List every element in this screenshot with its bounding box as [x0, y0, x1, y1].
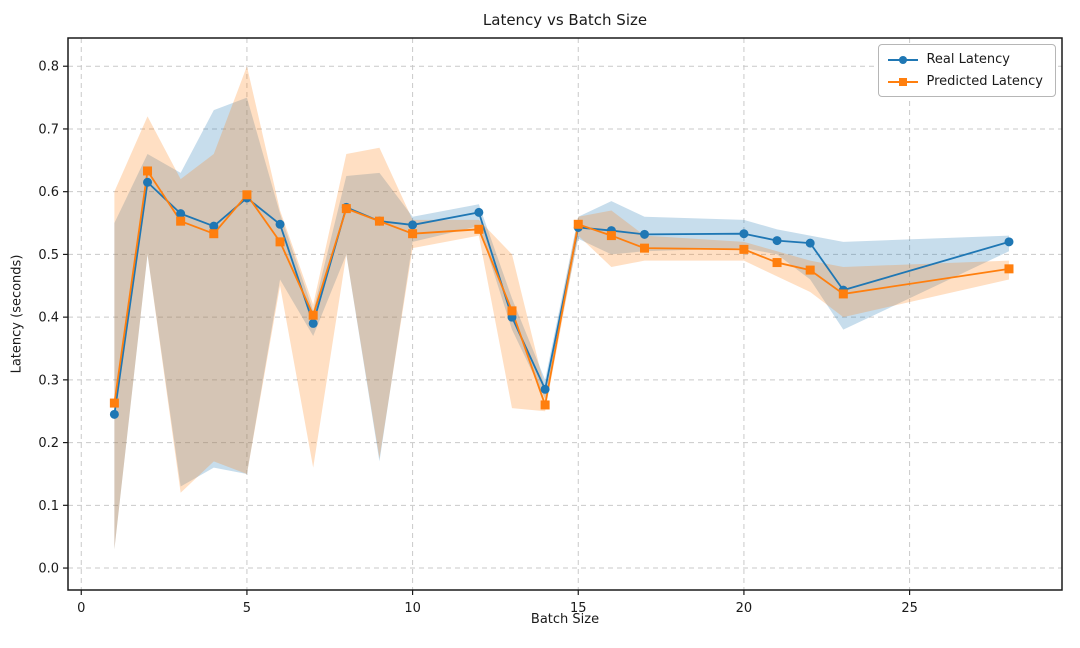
- svg-text:20: 20: [736, 601, 753, 616]
- chart-title: Latency vs Batch Size: [482, 11, 648, 29]
- svg-text:0.7: 0.7: [38, 122, 59, 137]
- svg-text:0.0: 0.0: [38, 562, 59, 577]
- svg-text:15: 15: [570, 601, 587, 616]
- svg-text:0.5: 0.5: [38, 248, 59, 263]
- svg-text:0.1: 0.1: [38, 499, 59, 514]
- legend-label-predicted: Predicted Latency: [926, 74, 1043, 89]
- x-axis-label: Batch Size: [530, 612, 600, 627]
- svg-text:0.6: 0.6: [38, 185, 59, 200]
- plot-border: [67, 37, 1063, 591]
- svg-text:0.8: 0.8: [38, 60, 59, 75]
- x-ticks: [80, 590, 911, 595]
- grid-lines: [68, 38, 1062, 590]
- legend-item-predicted: Predicted Latency: [888, 74, 1043, 89]
- confidence-band: [114, 97, 1009, 550]
- legend-item-real: Real Latency: [888, 52, 1043, 67]
- svg-text:0.3: 0.3: [38, 373, 59, 388]
- svg-text:0.2: 0.2: [38, 436, 59, 451]
- square-marker-icon: [899, 77, 908, 86]
- svg-text:0.4: 0.4: [38, 311, 59, 326]
- svg-text:0: 0: [77, 601, 85, 616]
- svg-text:10: 10: [404, 601, 421, 616]
- y-axis-label: Latency (seconds): [9, 254, 25, 374]
- circle-marker-icon: [899, 55, 908, 64]
- legend-label-real: Real Latency: [926, 52, 1010, 67]
- y-ticks: [63, 65, 68, 569]
- svg-text:25: 25: [901, 601, 918, 616]
- real-latency-swatch: [888, 53, 919, 66]
- legend: Real Latency Predicted Latency: [878, 44, 1056, 97]
- predicted-latency-swatch: [888, 75, 919, 88]
- svg-text:5: 5: [243, 601, 251, 616]
- x-tick-labels: 0 5 10 15 20 25: [77, 601, 918, 616]
- y-tick-labels: 0.0 0.1 0.2 0.3 0.4 0.5 0.6 0.7 0.8: [38, 60, 59, 577]
- series-markers: [109, 166, 1014, 410]
